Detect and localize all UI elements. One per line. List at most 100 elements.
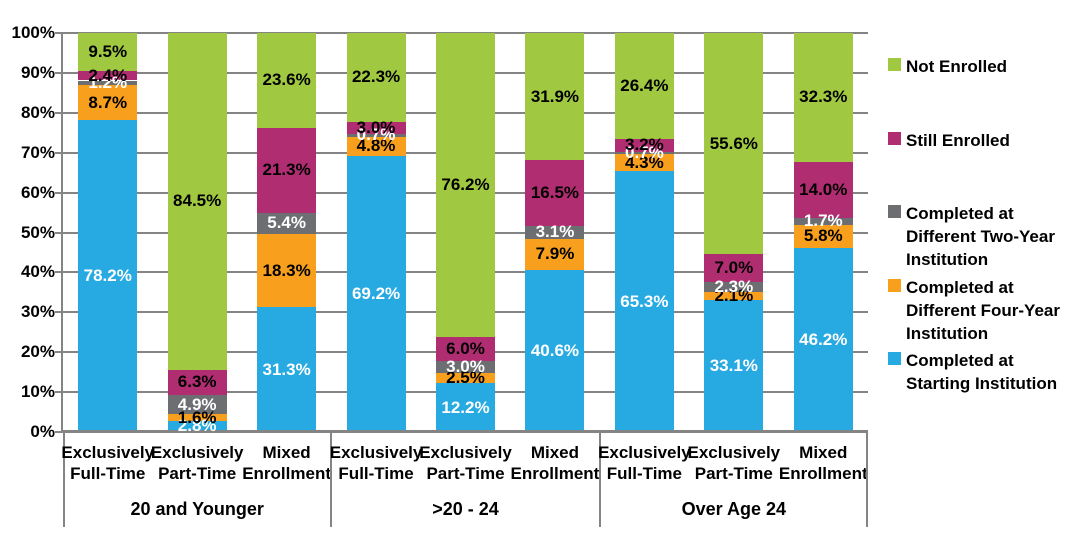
group-label: Over Age 24 [681, 499, 787, 519]
data-label: 2.4% [88, 65, 128, 85]
bar-segment [167, 414, 227, 421]
bar-segment [436, 337, 495, 362]
gridline [63, 32, 868, 34]
y-axis-tick-label: 10% [20, 382, 55, 402]
data-label: 4.8% [356, 136, 396, 156]
category-label: Exclusively Full-Time [598, 443, 691, 483]
legend-swatch [888, 58, 901, 71]
data-label: 6.3% [177, 372, 217, 392]
data-label: 0.7% [625, 142, 664, 162]
data-label: 5.4% [267, 213, 306, 233]
legend-entry: Completed at Different Two-Year Institut… [888, 202, 1066, 271]
bar-segment [346, 33, 406, 122]
y-axis-tick [55, 111, 63, 114]
bar-segment [346, 136, 406, 156]
y-axis-tick [55, 71, 63, 74]
bar-segment [704, 32, 764, 255]
legend-entry: Completed at Starting Institution [888, 349, 1066, 395]
bar-segment [704, 291, 764, 300]
data-label: 7.0% [714, 258, 754, 278]
group-label: 20 and Younger [130, 499, 264, 519]
y-axis-tick-label: 60% [20, 182, 55, 202]
group-label: >20 - 24 [432, 499, 499, 519]
bar-segment [346, 133, 406, 137]
y-axis-tick [55, 32, 63, 34]
bar-segment [704, 299, 764, 432]
y-axis-tick-label: 50% [20, 222, 55, 242]
bar-segment [436, 33, 495, 338]
y-axis-tick [55, 391, 63, 394]
data-label: 32.3% [799, 87, 848, 107]
data-label: 1.6% [177, 407, 217, 427]
data-label: 3.1% [535, 222, 575, 242]
bar-segment [704, 282, 764, 292]
y-axis-tick-label: 20% [20, 342, 55, 362]
data-label: 55.6% [709, 133, 758, 153]
bar-segment [525, 238, 585, 271]
bar-segment [78, 85, 138, 120]
y-axis-tick-label: 90% [20, 62, 55, 82]
data-label: 3.0% [356, 117, 396, 137]
legend-label: Not Enrolled [906, 57, 1008, 76]
bar-segment [78, 119, 138, 432]
legend: Not Enrolled Still Enrolled Completed at D… [888, 0, 1066, 546]
legend-label: Completed at Different Four-Year Institu… [906, 277, 1060, 343]
bar-segment [436, 361, 495, 374]
data-label: 2.5% [446, 368, 485, 388]
category-label: Mixed Enrollment [510, 443, 600, 483]
category-label: Mixed Enrollment [242, 443, 331, 483]
legend-label: Still Enrolled [906, 130, 1010, 150]
bar-segment [167, 420, 227, 432]
data-label: 0.7% [356, 125, 396, 145]
data-label: 7.9% [535, 244, 575, 264]
x-axis-line [63, 430, 868, 432]
bar-segment [525, 270, 585, 432]
bar-segment [78, 80, 138, 86]
group-separator-line [63, 432, 65, 527]
bar-segment [346, 121, 406, 134]
data-label: 8.7% [88, 92, 128, 112]
category-label: Exclusively Part-Time [687, 443, 781, 483]
y-axis-tick-label: 70% [20, 142, 55, 162]
category-axis: Exclusively Full-Time Exclusively Part-Ti… [61, 432, 868, 527]
data-label: 76.2% [441, 175, 490, 195]
bar-segment [346, 155, 406, 432]
legend-swatch [888, 131, 901, 145]
bar-segment [704, 254, 764, 283]
y-axis-tick [55, 191, 63, 194]
data-label: 3.2% [625, 135, 664, 155]
legend-entry: Completed at Different Four-Year Institu… [888, 276, 1066, 345]
bar-segment [436, 373, 495, 384]
data-label: 33.1% [709, 355, 758, 375]
bar-segment [257, 33, 317, 128]
category-label: Exclusively Full-Time [61, 443, 155, 483]
bar-segment [793, 224, 853, 248]
bar-segment [793, 161, 853, 218]
data-label: 4.3% [625, 152, 664, 172]
category-label: Exclusively Part-Time [150, 443, 244, 483]
bar-segment [257, 212, 317, 235]
data-label: 2.8% [177, 416, 217, 436]
data-label: 31.3% [262, 359, 311, 379]
data-label: 2.3% [714, 276, 754, 296]
gridline [63, 431, 868, 433]
legend-entry: Not Enrolled [888, 55, 1066, 78]
data-label: 12.2% [441, 397, 490, 417]
bar-segment [614, 154, 674, 172]
bar-segment [167, 394, 227, 415]
bar-segment [525, 33, 585, 161]
legend-entry: Still Enrolled [888, 129, 1066, 152]
y-axis-tick [55, 311, 63, 314]
category-label: Exclusively Full-Time [329, 443, 423, 483]
bar-segment [793, 33, 853, 162]
data-label: 78.2% [83, 265, 132, 285]
data-label: 5.8% [803, 226, 843, 246]
data-label: 4.9% [177, 394, 217, 414]
legend-swatch [888, 205, 901, 218]
bar-segment [436, 383, 495, 432]
bar-segment [78, 33, 138, 71]
bar-segment [167, 369, 227, 395]
data-label: 21.3% [262, 160, 311, 180]
data-label: 6.0% [446, 339, 485, 359]
